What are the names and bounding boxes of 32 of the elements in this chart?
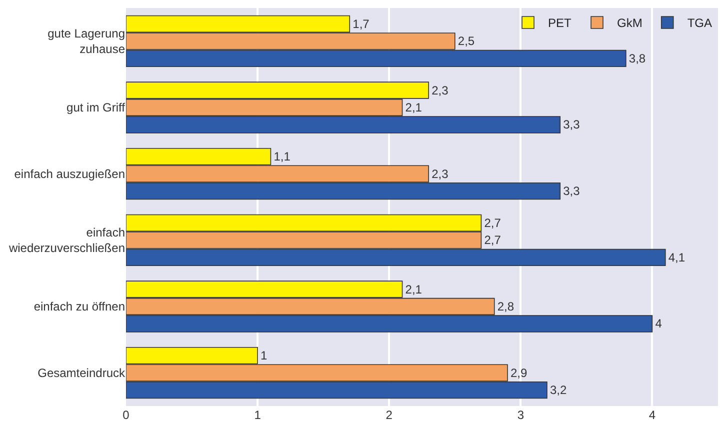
y-tick-label: einfach auszugießen <box>14 167 125 182</box>
data-label: 3,8 <box>628 51 646 66</box>
data-label: 3,3 <box>563 184 580 198</box>
data-label: 2,7 <box>484 216 502 230</box>
x-tick-label: 1 <box>254 408 262 422</box>
legend-label: PET <box>548 16 572 30</box>
data-label: 2,7 <box>484 233 502 248</box>
x-tick-label: 2 <box>386 408 393 422</box>
data-label: 3,3 <box>563 118 580 132</box>
data-label: 2,5 <box>458 34 475 48</box>
data-label: 2,8 <box>497 300 514 314</box>
y-tick-label: gute Lagerung zuhause <box>48 26 126 56</box>
data-label: 2,1 <box>405 100 422 114</box>
data-label: 2,9 <box>510 366 528 380</box>
legend-label: TGA <box>687 16 712 30</box>
legend-label: GkM <box>617 16 642 30</box>
data-label: 1 <box>260 348 268 363</box>
y-tick-label: einfach wiederzuverschließen <box>8 226 125 256</box>
x-tick-label: 0 <box>122 408 130 422</box>
data-label: 4,1 <box>668 250 686 264</box>
data-label: 4 <box>655 316 662 331</box>
y-tick-label: einfach zu öffnen <box>34 300 125 314</box>
data-label: 2,1 <box>405 282 422 296</box>
y-tick-label: gut im Griff <box>66 100 126 115</box>
data-label: 1,1 <box>274 150 291 164</box>
data-label: 2,3 <box>432 166 449 181</box>
data-label: 1,7 <box>352 16 370 31</box>
x-tick-label: 4 <box>648 408 656 422</box>
data-label: 2,3 <box>432 83 449 98</box>
x-tick-label: 3 <box>517 408 524 422</box>
y-tick-label: Gesamteindruck <box>38 366 126 380</box>
data-label: 3,2 <box>550 383 567 398</box>
